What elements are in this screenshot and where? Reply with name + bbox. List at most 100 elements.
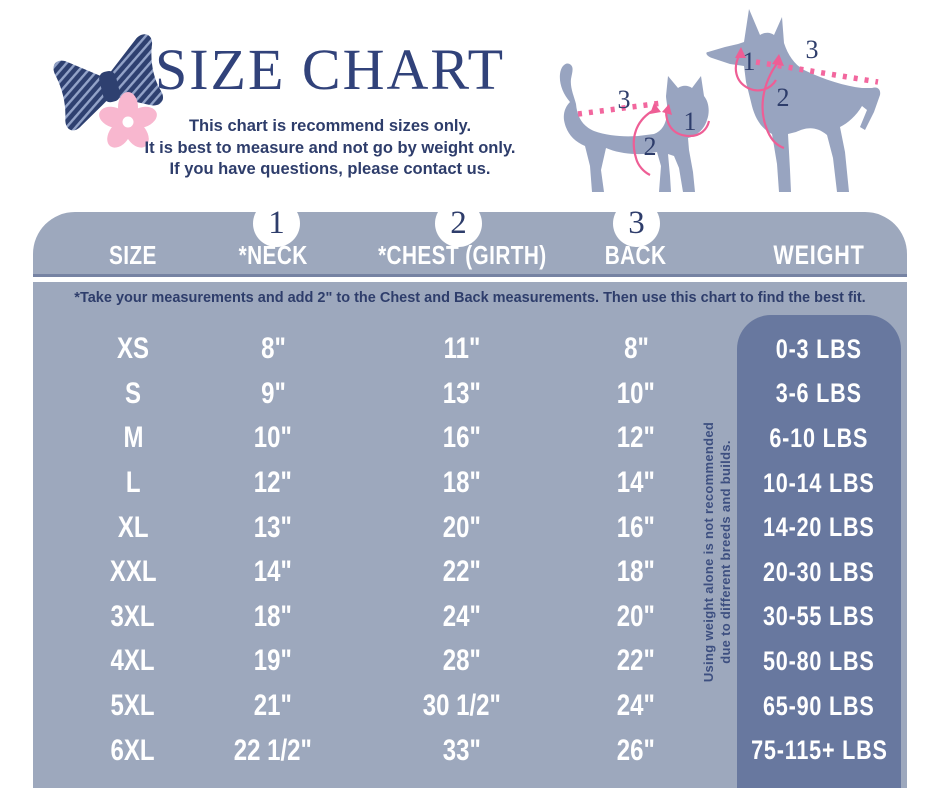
size-cell: 4XL xyxy=(110,644,156,678)
weight-cell: 30-55 LBS xyxy=(763,601,875,632)
size-cell: XS xyxy=(116,332,150,366)
table-row: S 9" 13" 10" 3-6 LBS xyxy=(33,372,907,417)
size-cell: M xyxy=(123,421,143,455)
chest-cell: 22" xyxy=(442,555,482,589)
size-cell: 6XL xyxy=(110,733,156,767)
weight-cell: 6-10 LBS xyxy=(769,422,869,453)
subtitle-line-2: It is best to measure and not go by weig… xyxy=(144,138,516,157)
table-row: XS 8" 11" 8" 0-3 LBS xyxy=(33,327,907,372)
subtitle-line-3: If you have questions, please contact us… xyxy=(169,160,491,178)
weight-cell: 50-80 LBS xyxy=(763,645,875,676)
chest-cell: 16" xyxy=(442,421,482,455)
pet-measurement-diagram: 3 1 2 1 3 2 xyxy=(559,9,881,193)
cat-silhouette-icon xyxy=(559,63,709,193)
size-cell: 3XL xyxy=(110,599,156,633)
badge-2-label: 2 xyxy=(450,205,467,241)
neck-cell: 13" xyxy=(253,510,293,544)
table-row: 5XL 21" 30 1/2" 24" 65-90 LBS xyxy=(33,684,907,729)
weight-cell: 75-115+ LBS xyxy=(750,735,888,766)
weight-column-panel xyxy=(737,315,901,788)
back-cell: 26" xyxy=(616,733,656,767)
dog-chest-arrowhead xyxy=(772,54,784,66)
dog-back-number: 3 xyxy=(806,35,819,64)
back-number-badge: 3 xyxy=(613,200,660,247)
header-divider-white xyxy=(33,277,907,282)
neck-cell: 14" xyxy=(253,555,293,589)
size-cell: XL xyxy=(117,510,149,544)
weight-cell: 65-90 LBS xyxy=(763,690,875,721)
subtitle-text: This chart is recommend sizes only. It i… xyxy=(90,116,570,181)
badge-1-label: 1 xyxy=(268,205,285,241)
neck-cell: 10" xyxy=(253,421,293,455)
dog-silhouette-icon xyxy=(706,9,881,192)
column-header-back: BACK xyxy=(605,239,667,270)
chest-cell: 18" xyxy=(442,466,482,500)
table-row: L 12" 18" 14" 10-14 LBS xyxy=(33,461,907,506)
badge-3-label: 3 xyxy=(628,205,645,241)
back-cell: 20" xyxy=(616,599,656,633)
chest-cell: 20" xyxy=(442,510,482,544)
back-cell: 14" xyxy=(616,466,656,500)
weight-cell: 14-20 LBS xyxy=(763,512,875,543)
neck-cell: 12" xyxy=(253,466,293,500)
cat-back-number: 3 xyxy=(618,85,631,114)
neck-number-badge: 1 xyxy=(253,200,300,247)
back-cell: 16" xyxy=(616,510,656,544)
neck-cell: 22 1/2" xyxy=(233,733,313,767)
table-header-row: SIZE *NECK *CHEST (GIRTH) BACK WEIGHT xyxy=(33,236,907,274)
neck-cell: 9" xyxy=(260,376,286,410)
neck-cell: 19" xyxy=(253,644,293,678)
header-divider-dark xyxy=(33,274,907,277)
table-row: 4XL 19" 28" 22" 50-80 LBS xyxy=(33,639,907,684)
chest-cell: 30 1/2" xyxy=(422,689,502,723)
cat-chest-number: 2 xyxy=(644,132,657,161)
dog-neck-number: 1 xyxy=(743,47,756,76)
back-cell: 24" xyxy=(616,689,656,723)
table-row: XL 13" 20" 16" 14-20 LBS xyxy=(33,505,907,550)
cat-back-measure-line xyxy=(577,100,663,117)
weight-cell: 20-30 LBS xyxy=(763,556,875,587)
back-cell: 12" xyxy=(616,421,656,455)
cat-neck-measure-arc xyxy=(664,109,711,138)
cat-chest-measure-arc xyxy=(632,109,655,176)
chest-cell: 33" xyxy=(442,733,482,767)
chest-cell: 28" xyxy=(442,644,482,678)
back-cell: 22" xyxy=(616,644,656,678)
back-cell: 8" xyxy=(623,332,649,366)
size-cell: 5XL xyxy=(110,689,156,723)
column-header-chest: *CHEST (GIRTH) xyxy=(377,239,547,270)
dog-chest-measure-arc xyxy=(761,61,785,150)
bowtie-icon xyxy=(53,34,164,131)
table-row: XXL 14" 22" 18" 20-30 LBS xyxy=(33,550,907,595)
chest-number-badge: 2 xyxy=(435,200,482,247)
neck-cell: 8" xyxy=(260,332,286,366)
subtitle-line-1: This chart is recommend sizes only. xyxy=(188,117,472,135)
column-header-size: SIZE xyxy=(109,239,157,270)
table-row: 3XL 18" 24" 20" 30-55 LBS xyxy=(33,595,907,640)
chest-cell: 24" xyxy=(442,599,482,633)
back-cell: 18" xyxy=(616,555,656,589)
page-title: SIZE CHART xyxy=(154,37,506,102)
weight-cell: 0-3 LBS xyxy=(775,333,863,364)
size-table-body: XS 8" 11" 8" 0-3 LBS S 9" 13" 10" 3-6 LB… xyxy=(33,327,907,773)
chest-cell: 11" xyxy=(443,332,481,366)
size-cell: XXL xyxy=(109,555,157,589)
cat-neck-arrowhead xyxy=(662,104,672,115)
weight-cell: 10-14 LBS xyxy=(763,467,875,498)
column-header-neck: *NECK xyxy=(238,239,308,270)
chest-cell: 13" xyxy=(442,376,482,410)
neck-cell: 18" xyxy=(253,599,293,633)
neck-cell: 21" xyxy=(253,689,293,723)
table-row: 6XL 22 1/2" 33" 26" 75-115+ LBS xyxy=(33,728,907,773)
column-header-weight: WEIGHT xyxy=(773,239,865,270)
bowtie-flower-icon xyxy=(53,34,164,148)
weight-cell: 3-6 LBS xyxy=(775,378,863,409)
dog-neck-measure-arc xyxy=(734,53,777,92)
table-row: M 10" 16" 12" 6-10 LBS xyxy=(33,416,907,461)
cat-neck-number: 1 xyxy=(684,107,697,136)
dog-neck-arrowhead xyxy=(735,47,746,58)
size-cell: L xyxy=(125,466,141,500)
size-cell: S xyxy=(124,376,141,410)
size-chart-panel: 1 2 3 SIZE *NECK *CHEST (GIRTH) BACK WEI… xyxy=(33,200,907,788)
